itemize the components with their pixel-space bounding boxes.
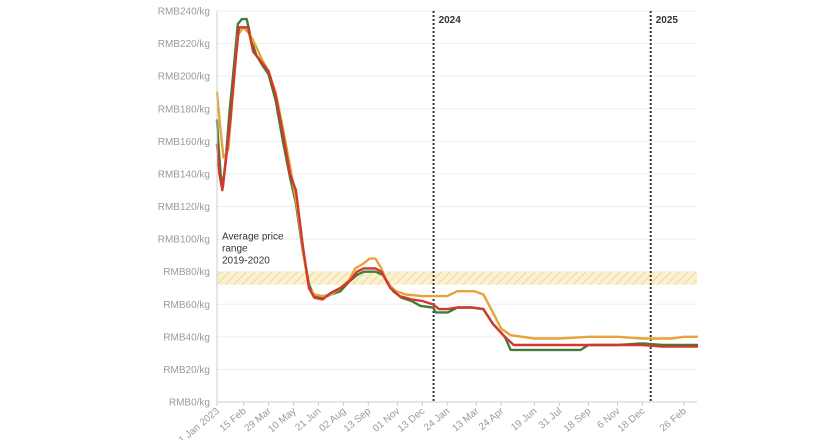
y-tick-label: RMB20/kg (163, 365, 210, 376)
y-tick-label: RMB240/kg (158, 7, 210, 18)
average-price-band (217, 271, 697, 285)
x-tick-label: 1 Jan 2023 (177, 406, 222, 440)
series-line-2 (215, 26, 699, 340)
x-tick-label: 13 Sep (342, 406, 374, 435)
band-label-line: 2019-2020 (222, 256, 270, 267)
x-tick-label: 24 Jan (422, 406, 452, 434)
y-tick-label: RMB120/kg (158, 202, 210, 213)
average-price-band-group (217, 271, 697, 285)
x-tick-label: 24 Apr (477, 405, 507, 432)
x-tick-label: 01 Nov (371, 406, 402, 435)
band-label-line: Average price (222, 232, 284, 243)
x-tick-label: 19 Jun (509, 406, 539, 434)
y-tick-label: RMB180/kg (158, 104, 210, 115)
grid (217, 10, 697, 370)
x-tick-label: 15 Feb (218, 406, 249, 435)
x-tick-label: 18 Sep (562, 406, 594, 435)
x-tick-label: 26 Feb (658, 406, 689, 435)
y-tick-label: RMB200/kg (158, 72, 210, 83)
x-tick-label: 18 Dec (616, 406, 647, 435)
x-tick-label: 13 Dec (396, 406, 427, 435)
band-label: Average price range 2019-2020 (222, 232, 284, 267)
y-tick-label: RMB60/kg (163, 300, 210, 311)
x-tick-label: 21 Jun (293, 406, 323, 434)
x-tick-label: 10 May (266, 406, 298, 436)
y-tick-label: RMB80/kg (163, 267, 210, 278)
y-tick-label: RMB140/kg (158, 169, 210, 180)
y-tick-label: RMB0/kg (169, 398, 210, 409)
year-markers: 2024 2025 (432, 11, 679, 402)
series-lines (215, 17, 699, 352)
x-tick-label: 02 Aug (317, 406, 348, 434)
y-tick-label: RMB100/kg (158, 235, 210, 246)
y-tick-label: RMB40/kg (163, 332, 210, 343)
y-tick-label: RMB220/kg (158, 39, 210, 50)
year-marker-label-2025: 2025 (656, 15, 679, 26)
x-tick-label: 31 Jul (537, 406, 565, 432)
axes: RMB0/kg RMB20/kg RMB40/kg RMB60/kg RMB80/kg R… (158, 7, 697, 440)
y-tick-label: RMB160/kg (158, 137, 210, 148)
year-marker-label-2024: 2024 (439, 15, 462, 26)
series-line-3 (215, 26, 699, 348)
series-line-1 (215, 17, 699, 352)
x-tick-label: 13 Mar (450, 405, 481, 434)
band-label-line: range (222, 244, 248, 255)
